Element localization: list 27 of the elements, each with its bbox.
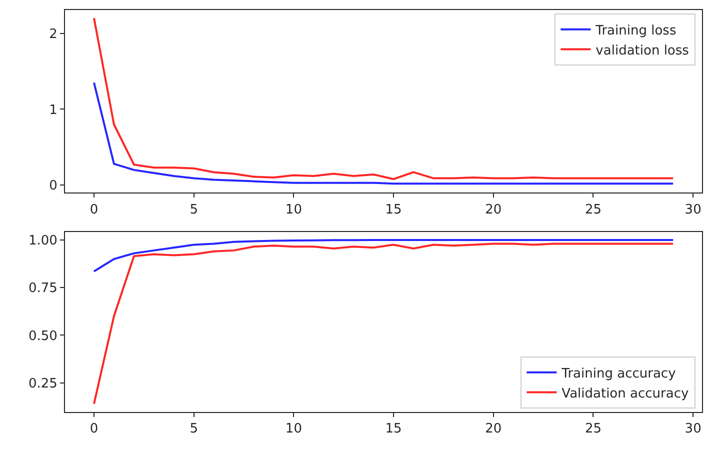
x-tick-label: 20 [485,422,502,437]
x-tick-label: 5 [190,202,198,218]
y-tick-label: 0 [49,178,58,194]
legend-label: Training loss [594,23,676,38]
x-tick-label: 0 [90,202,98,218]
x-tick-label: 10 [285,202,302,218]
x-tick-label: 15 [385,422,402,437]
x-tick-label: 30 [684,202,702,218]
y-tick-label: 0.75 [28,281,58,296]
y-tick-label: 1 [49,102,58,118]
x-tick-label: 25 [584,422,602,437]
x-tick-label: 25 [584,202,602,218]
y-tick-label: 0.50 [28,328,58,344]
y-tick-label: 2 [49,26,58,42]
line-series [92,238,674,272]
legend-label: validation loss [596,43,690,58]
x-tick-label: 0 [90,422,98,437]
x-tick-label: 5 [190,422,198,437]
x-tick-label: 30 [684,422,702,437]
y-tick-label: 1.00 [28,234,58,249]
x-tick-label: 20 [485,202,502,218]
legend-label: Validation accuracy [562,386,689,402]
legend-label: Training accuracy [560,366,676,382]
x-tick-label: 15 [385,202,402,218]
line-series [92,82,674,185]
x-tick-label: 10 [285,422,302,437]
y-tick-label: 0.25 [28,376,58,392]
